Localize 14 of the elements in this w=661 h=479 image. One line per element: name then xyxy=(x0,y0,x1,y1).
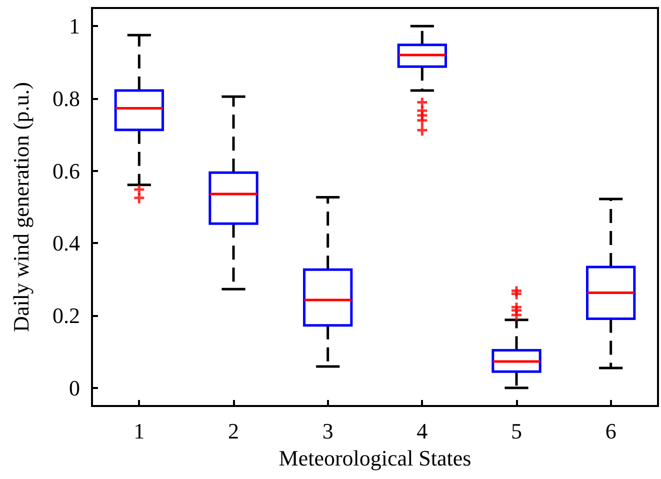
y-tick-label: 0 xyxy=(69,375,80,400)
x-tick-label: 5 xyxy=(511,418,522,444)
y-tick-label: 0.8 xyxy=(52,86,80,111)
x-tick-label: 6 xyxy=(605,418,616,444)
x-axis-title: Meteorological States xyxy=(278,445,472,470)
y-axis-title: Daily wind generation (p.u.) xyxy=(8,82,34,332)
y-tick-label: 1 xyxy=(69,14,80,39)
x-tick-label: 4 xyxy=(416,418,428,444)
y-tick-label: 0.6 xyxy=(52,158,80,184)
x-tick-label: 3 xyxy=(322,418,334,444)
y-tick-label: 0.2 xyxy=(52,303,80,328)
x-tick-label: 1 xyxy=(134,418,145,444)
x-tick-label: 2 xyxy=(228,418,239,444)
y-tick-label: 0.4 xyxy=(52,230,80,256)
